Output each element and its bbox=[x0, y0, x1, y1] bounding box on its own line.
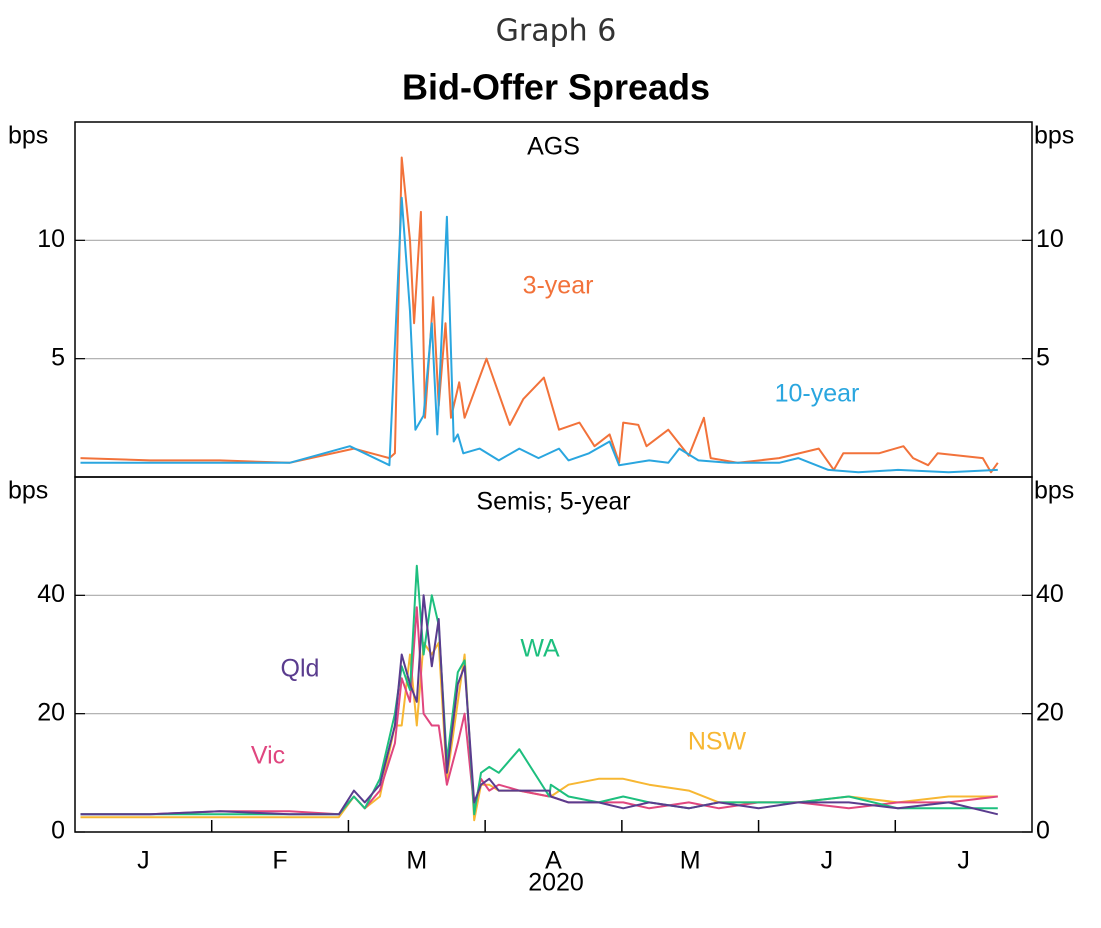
y-tick-label: 5 bbox=[51, 343, 65, 371]
series-line bbox=[80, 156, 999, 474]
y-axis-label: bps bbox=[1034, 122, 1074, 150]
panel-title: AGS bbox=[527, 133, 580, 161]
series-line bbox=[80, 594, 999, 816]
y-tick-label: 10 bbox=[1036, 225, 1064, 253]
panel-title: Semis; 5-year bbox=[476, 488, 630, 516]
graph-number: Graph 6 bbox=[496, 14, 617, 49]
y-tick-label: 40 bbox=[1036, 580, 1064, 608]
series-label: Vic bbox=[251, 742, 285, 770]
x-tick-label: M bbox=[680, 847, 701, 875]
x-tick-label: J bbox=[957, 847, 970, 875]
series-label: Qld bbox=[281, 655, 320, 683]
chart-title: Bid-Offer Spreads bbox=[402, 67, 710, 108]
y-tick-label: 5 bbox=[1036, 343, 1050, 371]
series-line bbox=[80, 564, 998, 816]
panel-frame bbox=[74, 476, 1033, 833]
y-axis-label: bps bbox=[8, 122, 48, 150]
y-tick-label: 0 bbox=[51, 817, 65, 845]
y-axis-label: bps bbox=[8, 477, 48, 505]
series-label: 10-year bbox=[775, 380, 860, 408]
y-tick-label: 40 bbox=[37, 580, 65, 608]
series-label: WA bbox=[520, 635, 560, 663]
x-tick-label: J bbox=[821, 847, 834, 875]
series-label: 3-year bbox=[523, 272, 594, 300]
x-tick-label: M bbox=[406, 847, 427, 875]
y-tick-label: 20 bbox=[1036, 698, 1064, 726]
x-tick-label: J bbox=[137, 847, 150, 875]
y-tick-label: 20 bbox=[37, 698, 65, 726]
y-tick-label: 10 bbox=[37, 225, 65, 253]
series-line bbox=[80, 196, 998, 474]
x-tick-label: A bbox=[545, 847, 562, 875]
y-tick-label: 0 bbox=[1036, 817, 1050, 845]
x-tick-label: F bbox=[272, 847, 287, 875]
series-label: NSW bbox=[688, 728, 747, 756]
y-axis-label: bps bbox=[1034, 477, 1074, 505]
x-axis-label: 2020 bbox=[528, 869, 584, 897]
